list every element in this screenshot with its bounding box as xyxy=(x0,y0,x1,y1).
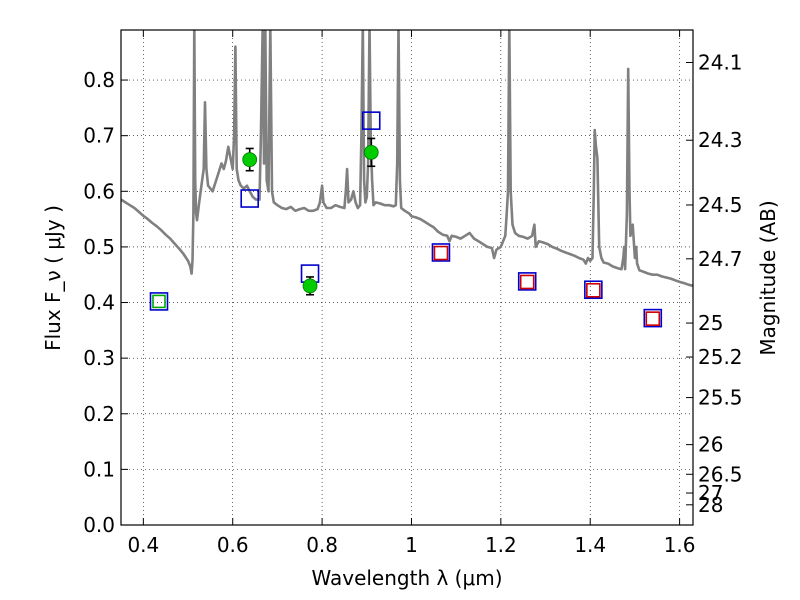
y-tick-label: 0.2 xyxy=(83,402,115,426)
x-tick-label: 1 xyxy=(405,533,418,557)
x-tick-label: 1.4 xyxy=(574,533,606,557)
photometry-square-green xyxy=(152,294,166,309)
y-axis-label: Flux F_ν ( μJy ) xyxy=(41,205,65,351)
y-tick-label: 0.1 xyxy=(83,457,115,481)
x-tick-label: 1.2 xyxy=(485,533,517,557)
mag-tick-label: 25 xyxy=(698,311,723,335)
mag-tick-label: 28 xyxy=(698,493,723,517)
measurement-circle xyxy=(242,152,258,167)
mag-tick-label: 25.5 xyxy=(698,386,743,410)
mag-tick-label: 27 xyxy=(698,481,723,505)
y-tick-label: 0.7 xyxy=(83,124,115,148)
mag-tick-label: 24.3 xyxy=(698,128,743,152)
photometry-square-blue xyxy=(643,308,663,328)
y-tick-label: 0.6 xyxy=(83,179,115,203)
mag-tick-label: 24.1 xyxy=(698,50,743,74)
photometry-square-red xyxy=(586,282,601,298)
measurement-circle xyxy=(363,144,379,160)
plot-frame xyxy=(120,29,694,526)
mag-tick-label: 25.2 xyxy=(698,345,743,369)
y-tick-label: 0.0 xyxy=(83,513,115,537)
measurement-circle xyxy=(302,278,318,294)
photometry-square-blue xyxy=(240,189,259,208)
mag-tick-label: 24.5 xyxy=(698,193,743,217)
y-tick-label: 0.8 xyxy=(83,68,115,92)
mag-tick-label: 26 xyxy=(698,433,723,457)
x-tick-label: 0.8 xyxy=(306,533,338,557)
y-tick-label: 0.3 xyxy=(83,346,115,370)
plot-area xyxy=(121,30,693,328)
photometry-square-blue xyxy=(149,292,169,311)
photometry-square-red xyxy=(433,245,449,261)
y-tick-label: 0.4 xyxy=(83,291,115,315)
y-tick-label: 0.5 xyxy=(83,235,115,259)
spectrum-line xyxy=(121,30,693,288)
photometry-square-red xyxy=(519,274,535,290)
photometry-square-blue xyxy=(517,272,537,291)
x-axis-label: Wavelength λ (μm) xyxy=(311,566,502,590)
x-tick-label: 0.6 xyxy=(217,533,249,557)
x-tick-label: 0.4 xyxy=(127,533,159,557)
mag-tick-label: 26.5 xyxy=(698,462,743,486)
ticks-layer: 0.4 0.6 0.8 1 1.2 1.4 1.6 0.0 0.1 0.2 0.3 0.4 0.5 0.6… xyxy=(83,30,743,557)
photometry-square-blue xyxy=(584,280,603,300)
marks-layer xyxy=(121,30,693,328)
photometry-square-blue xyxy=(431,243,451,262)
photometry-square-blue xyxy=(361,111,381,130)
photometry-square-red xyxy=(645,311,661,326)
right-axis-label: Magnitude (AB) xyxy=(756,200,780,355)
mag-tick-label: 24.7 xyxy=(698,247,743,271)
x-tick-label: 1.6 xyxy=(664,533,696,557)
